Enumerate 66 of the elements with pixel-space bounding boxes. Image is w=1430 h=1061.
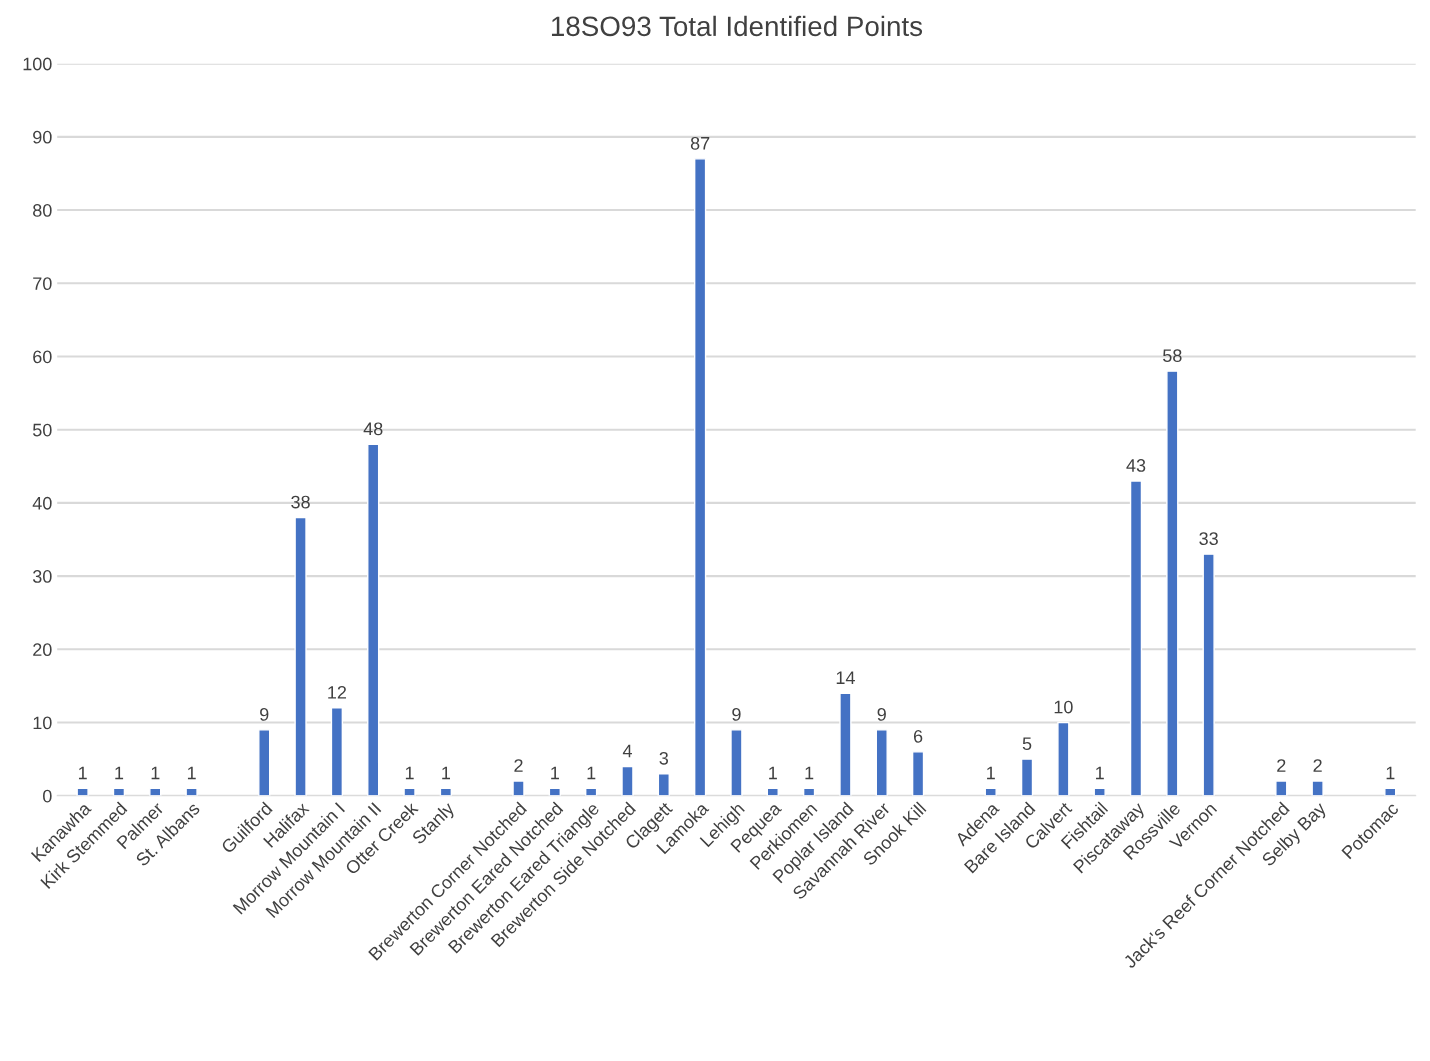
data-label: 1	[987, 766, 995, 780]
bar	[1020, 758, 1034, 796]
bar	[1129, 480, 1143, 796]
y-tick-label: 40	[32, 496, 52, 510]
data-label: 1	[78, 766, 87, 780]
data-label: 1	[805, 766, 814, 780]
bar	[330, 707, 344, 796]
data-label: 2	[1277, 759, 1286, 772]
bar	[258, 729, 271, 796]
bar	[367, 443, 380, 796]
y-tick-label: 50	[32, 423, 52, 437]
bar	[839, 692, 852, 796]
bar	[730, 729, 743, 796]
data-label: 1	[551, 766, 559, 780]
data-label: 1	[587, 766, 596, 780]
bar	[693, 158, 707, 796]
data-label: 48	[363, 422, 383, 436]
bar	[1311, 780, 1324, 796]
data-label: 10	[1054, 700, 1073, 714]
data-label: 1	[405, 766, 414, 780]
bar	[403, 787, 416, 796]
data-label: 5	[1022, 737, 1032, 751]
data-label: 14	[836, 671, 855, 684]
bar	[1166, 370, 1179, 796]
bar	[657, 773, 670, 796]
data-label: 4	[622, 744, 632, 758]
data-label: 1	[769, 766, 777, 780]
data-label: 1	[1096, 766, 1104, 780]
y-tick-label: 10	[33, 716, 52, 730]
data-label: 1	[151, 766, 160, 780]
y-tick-label: 30	[32, 570, 52, 583]
data-label: 43	[1126, 459, 1146, 472]
chart-title: 18SO93 Total Identified Points	[551, 15, 923, 37]
data-label: 9	[877, 707, 886, 721]
data-label: 87	[690, 136, 710, 150]
bar	[1202, 553, 1215, 796]
data-label: 1	[115, 766, 124, 780]
y-tick-label: 80	[33, 204, 52, 217]
data-label: 38	[291, 495, 310, 509]
bar	[185, 787, 198, 796]
data-label: 1	[187, 766, 196, 780]
data-label: 6	[913, 729, 923, 743]
bar	[1275, 780, 1288, 796]
y-tick-label: 70	[33, 277, 52, 291]
y-tick-label: 0	[43, 789, 52, 803]
bar	[911, 751, 925, 796]
data-label: 9	[732, 707, 741, 721]
data-label: 1	[442, 766, 450, 780]
bar	[76, 787, 89, 796]
data-label: 33	[1199, 532, 1218, 546]
bar	[512, 780, 525, 796]
bar	[1057, 721, 1070, 796]
y-tick-label: 100	[23, 57, 52, 71]
y-tick-label: 60	[33, 350, 52, 364]
y-tick-label: 20	[33, 643, 52, 657]
data-label: 1	[1386, 766, 1395, 780]
data-label: 2	[1313, 759, 1322, 772]
bar	[294, 516, 307, 796]
data-label: 58	[1163, 349, 1182, 363]
data-label: 2	[514, 759, 523, 772]
bar	[621, 765, 634, 796]
bar	[875, 729, 888, 796]
y-tick-label: 90	[33, 130, 52, 144]
data-label: 9	[260, 707, 269, 721]
data-label: 12	[328, 685, 347, 699]
data-label: 3	[659, 751, 669, 765]
